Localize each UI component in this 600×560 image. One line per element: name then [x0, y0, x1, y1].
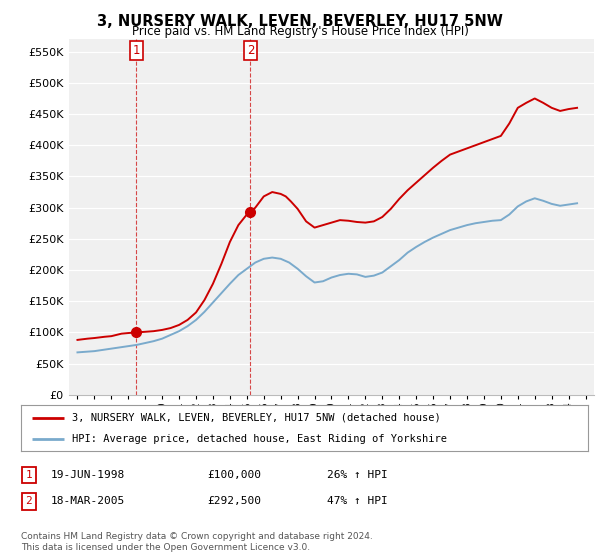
Text: 3, NURSERY WALK, LEVEN, BEVERLEY, HU17 5NW: 3, NURSERY WALK, LEVEN, BEVERLEY, HU17 5…	[97, 14, 503, 29]
Text: 26% ↑ HPI: 26% ↑ HPI	[327, 470, 388, 480]
Text: 2: 2	[247, 44, 254, 57]
Text: 1: 1	[25, 470, 32, 480]
Text: £100,000: £100,000	[207, 470, 261, 480]
Text: 3, NURSERY WALK, LEVEN, BEVERLEY, HU17 5NW (detached house): 3, NURSERY WALK, LEVEN, BEVERLEY, HU17 5…	[72, 413, 441, 423]
Text: This data is licensed under the Open Government Licence v3.0.: This data is licensed under the Open Gov…	[21, 543, 310, 552]
Text: Contains HM Land Registry data © Crown copyright and database right 2024.: Contains HM Land Registry data © Crown c…	[21, 532, 373, 541]
Text: Price paid vs. HM Land Registry's House Price Index (HPI): Price paid vs. HM Land Registry's House …	[131, 25, 469, 38]
Text: 47% ↑ HPI: 47% ↑ HPI	[327, 496, 388, 506]
Text: £292,500: £292,500	[207, 496, 261, 506]
Text: HPI: Average price, detached house, East Riding of Yorkshire: HPI: Average price, detached house, East…	[72, 435, 447, 444]
Text: 18-MAR-2005: 18-MAR-2005	[51, 496, 125, 506]
Text: 1: 1	[133, 44, 140, 57]
Text: 19-JUN-1998: 19-JUN-1998	[51, 470, 125, 480]
Text: 2: 2	[25, 496, 32, 506]
